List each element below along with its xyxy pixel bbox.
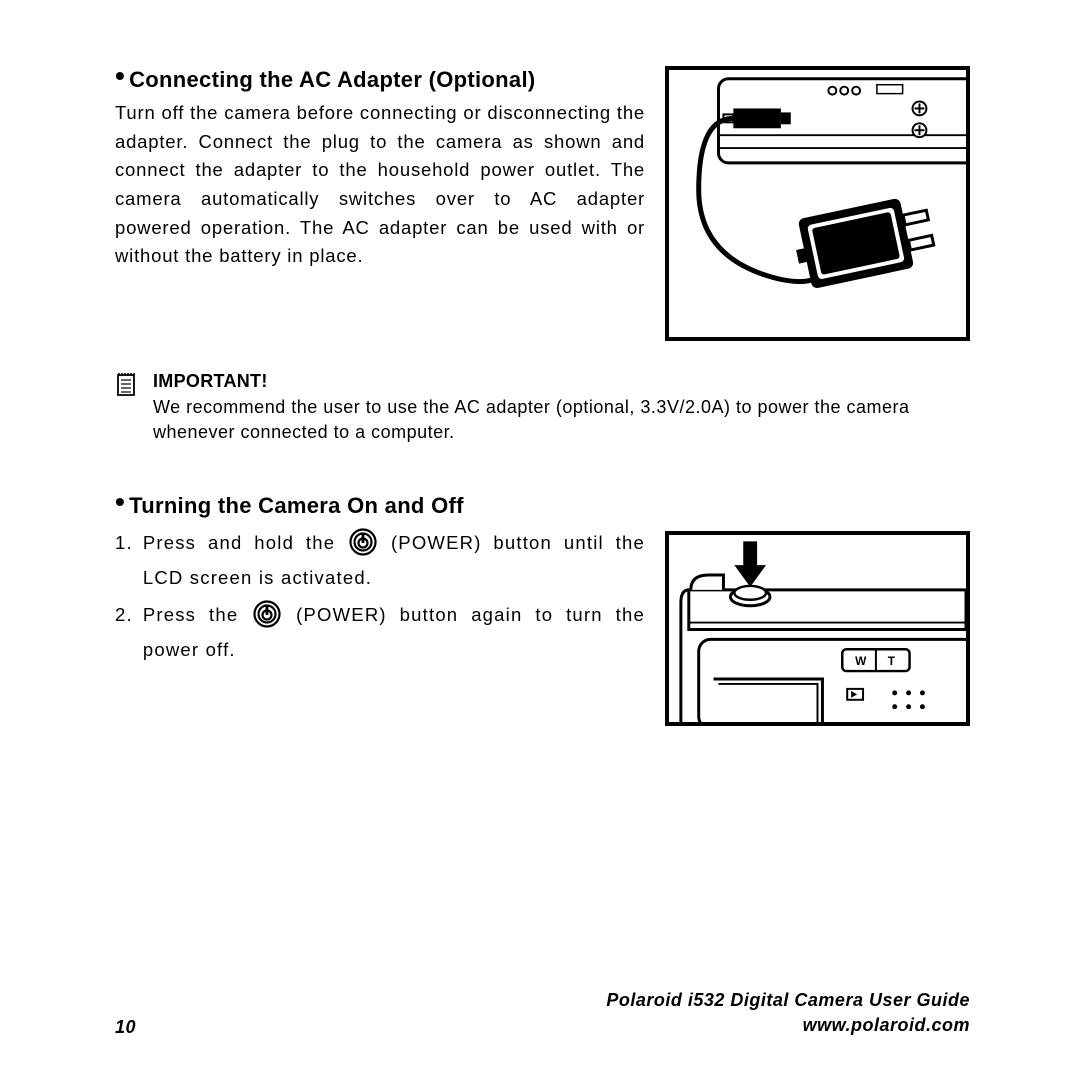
heading-power-text: Turning the Camera On and Off [129, 493, 464, 518]
heading-ac-adapter: •Connecting the AC Adapter (Optional) [115, 60, 645, 93]
section2-text: 1. Press and hold the (POWER) button unt… [115, 525, 645, 726]
page-footer: 10 Polaroid i532 Digital Camera User Gui… [115, 988, 970, 1038]
bullet-icon: • [115, 486, 125, 517]
bullet-icon: • [115, 60, 125, 91]
footer-url: www.polaroid.com [606, 1013, 970, 1038]
step-number: 2. [115, 597, 133, 667]
svg-text:W: W [855, 654, 867, 668]
power-icon [253, 600, 281, 628]
figure-power-button: W T [665, 531, 970, 726]
footer-title: Polaroid i532 Digital Camera User Guide [606, 988, 970, 1013]
step1-prefix: Press and hold the [143, 532, 347, 553]
important-label: IMPORTANT! [153, 369, 970, 395]
step-2-body: Press the (POWER) button again to turn t… [143, 597, 645, 667]
power-icon [349, 528, 377, 556]
footer-right: Polaroid i532 Digital Camera User Guide … [606, 988, 970, 1038]
heading-ac-adapter-text: Connecting the AC Adapter (Optional) [129, 67, 535, 92]
step-2: 2. Press the (POWER) button again to tur… [115, 597, 645, 667]
step-1: 1. Press and hold the (POWER) button unt… [115, 525, 645, 595]
step-number: 1. [115, 525, 133, 595]
step-1-body: Press and hold the (POWER) button until … [143, 525, 645, 595]
figure-ac-adapter [665, 66, 970, 341]
body-ac-adapter: Turn off the camera before connecting or… [115, 99, 645, 271]
section1-text: •Connecting the AC Adapter (Optional) Tu… [115, 60, 645, 341]
important-text: IMPORTANT! We recommend the user to use … [153, 369, 970, 446]
section-ac-adapter: •Connecting the AC Adapter (Optional) Tu… [115, 60, 970, 341]
page-number: 10 [115, 1017, 136, 1038]
heading-power: •Turning the Camera On and Off [115, 486, 970, 519]
important-body: We recommend the user to use the AC adap… [153, 395, 970, 446]
step2-prefix: Press the [143, 604, 251, 625]
svg-text:T: T [888, 654, 896, 668]
notepad-icon [115, 371, 137, 397]
important-note: IMPORTANT! We recommend the user to use … [115, 369, 970, 446]
section-power: •Turning the Camera On and Off 1. Press … [115, 486, 970, 726]
